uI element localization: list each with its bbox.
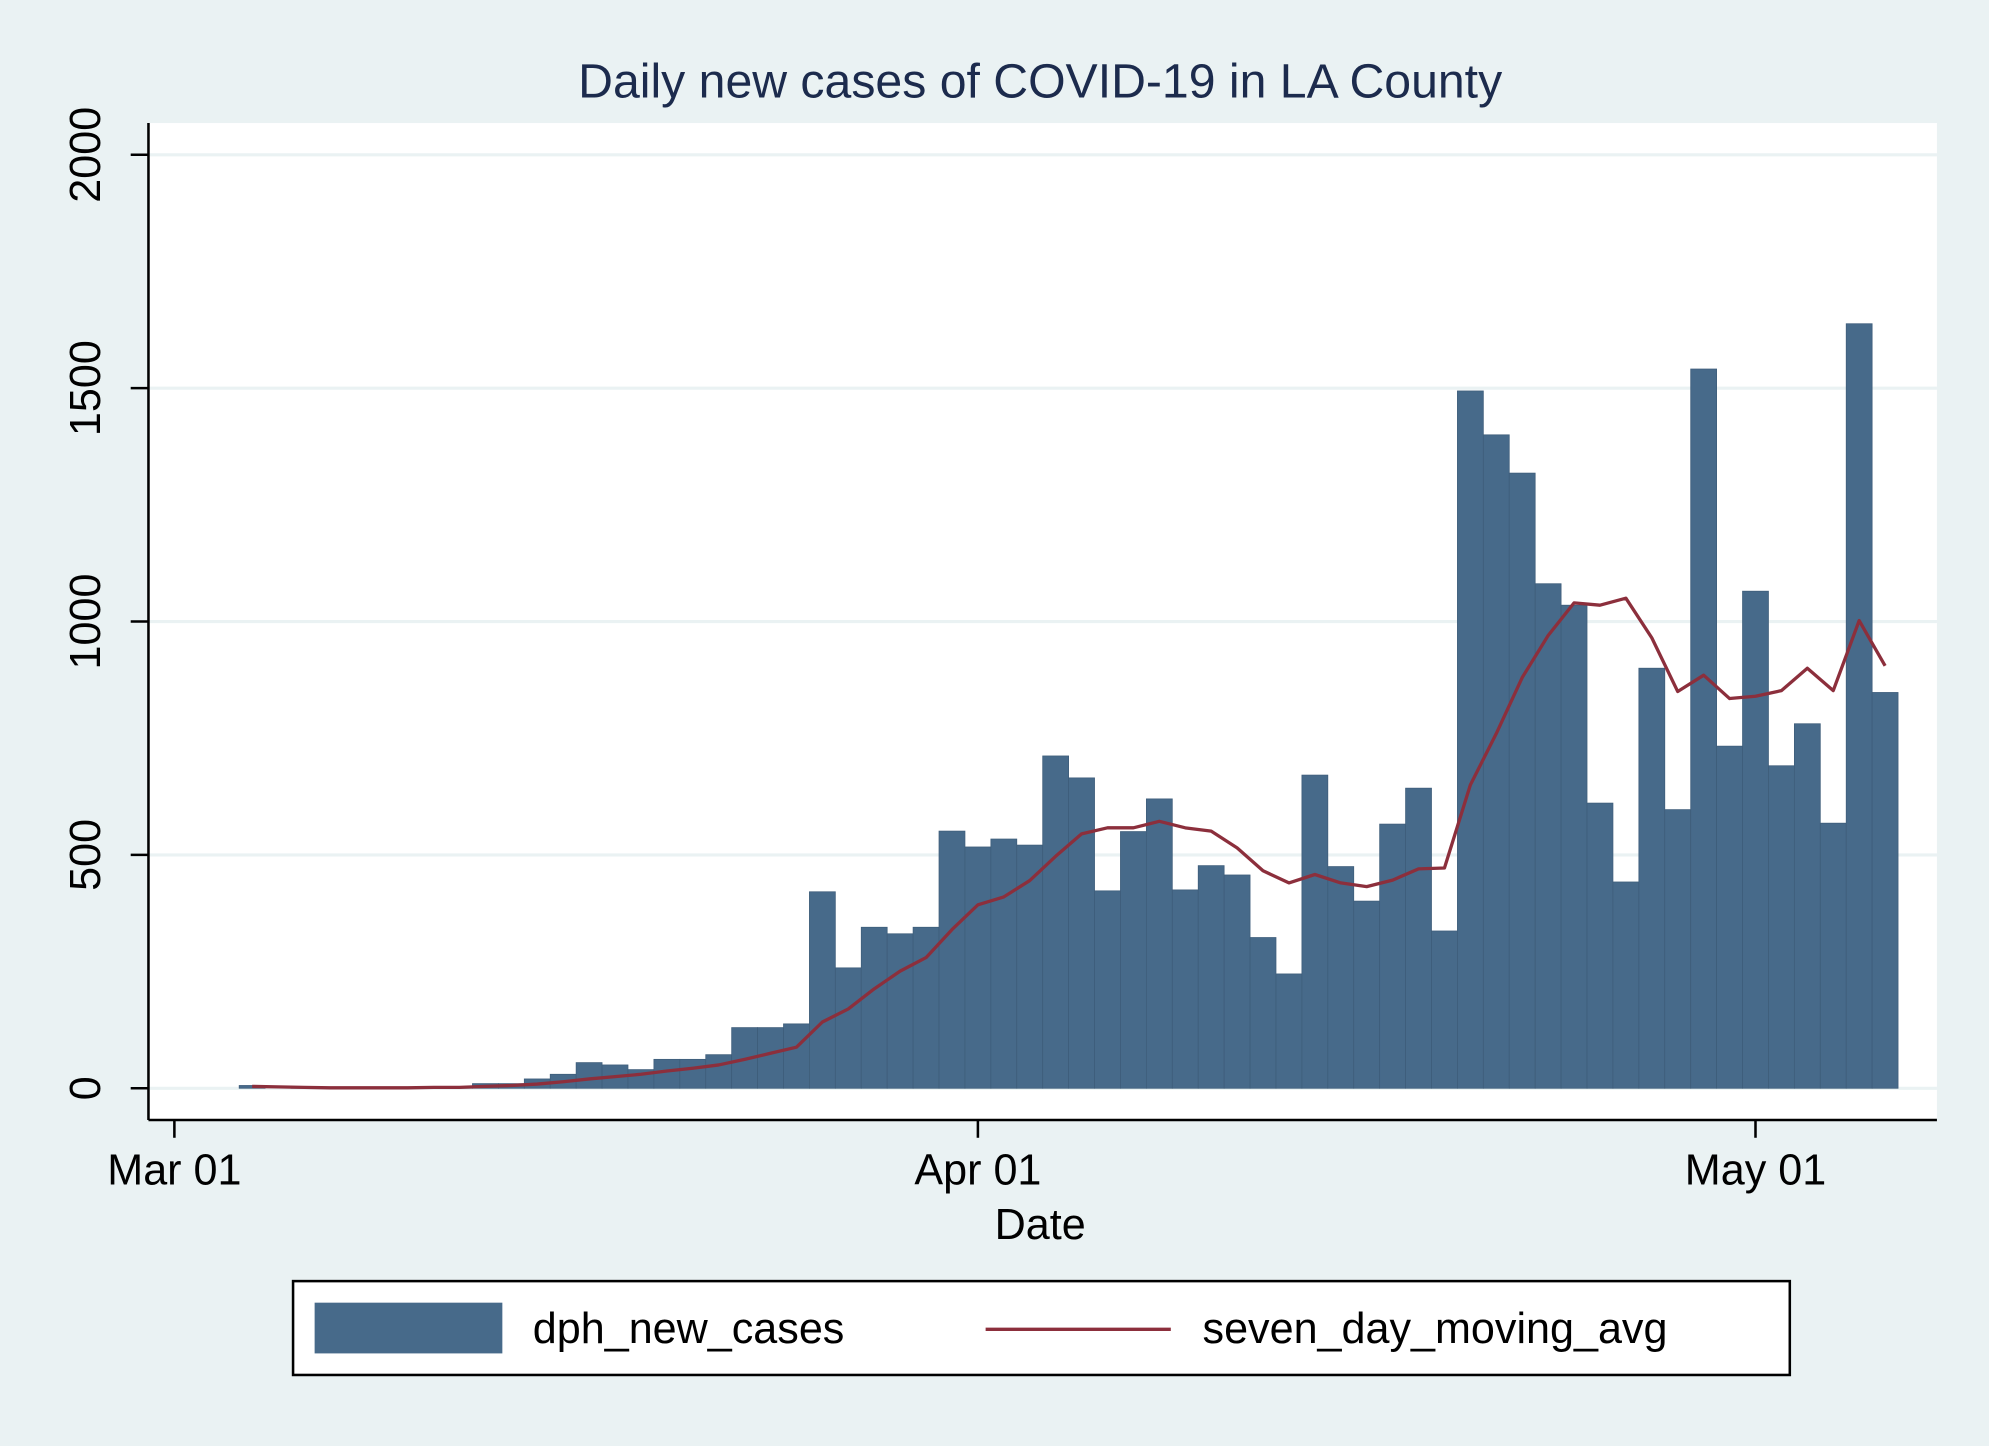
bar — [1405, 787, 1432, 1089]
bar — [1716, 745, 1743, 1089]
x-tick-label: May 01 — [1685, 1147, 1826, 1195]
bar — [705, 1054, 733, 1089]
bar — [1534, 583, 1562, 1089]
bar — [1664, 809, 1692, 1089]
legend-label: dph_new_cases — [533, 1305, 845, 1353]
bar — [757, 1027, 784, 1089]
bar — [1042, 755, 1070, 1089]
y-tick-label: 2000 — [62, 107, 110, 203]
bar — [1819, 822, 1847, 1089]
bar — [886, 933, 914, 1089]
bar — [1690, 368, 1717, 1089]
bar — [1638, 667, 1666, 1089]
bar — [1612, 881, 1640, 1089]
bar — [1327, 866, 1355, 1089]
bar — [1094, 890, 1121, 1089]
bar — [1379, 823, 1406, 1089]
legend — [291, 1279, 1792, 1377]
legend-label: seven_day_moving_avg — [1203, 1305, 1668, 1353]
bar — [809, 891, 836, 1089]
bar — [1742, 590, 1769, 1089]
bar — [1301, 774, 1329, 1089]
bar — [834, 967, 862, 1089]
y-tick-label: 0 — [62, 1076, 110, 1100]
x-tick-label: Mar 01 — [107, 1147, 241, 1195]
bar — [783, 1023, 810, 1089]
bar — [1871, 692, 1899, 1089]
bar — [1353, 900, 1381, 1089]
legend-swatch — [314, 1302, 503, 1354]
bar — [575, 1062, 603, 1089]
y-tick-label: 500 — [62, 819, 110, 891]
y-tick-label: 1000 — [62, 574, 110, 670]
bar — [860, 926, 888, 1089]
x-tick-label: Apr 01 — [914, 1147, 1041, 1195]
bar — [1223, 874, 1251, 1089]
chart-title: Daily new cases of COVID-19 in LA County — [578, 55, 1502, 109]
bar — [912, 926, 940, 1089]
bar — [1249, 937, 1277, 1089]
bar — [1586, 802, 1614, 1089]
bar — [1793, 723, 1821, 1089]
bar — [938, 830, 966, 1089]
bar — [990, 838, 1018, 1089]
bar — [964, 846, 992, 1089]
y-tick-label: 1500 — [62, 340, 110, 436]
bar — [1197, 865, 1225, 1089]
bar — [1068, 777, 1095, 1089]
bar — [1768, 765, 1795, 1089]
line — [252, 596, 1887, 1090]
x-axis-label: Date — [995, 1201, 1086, 1249]
bar — [1508, 472, 1536, 1089]
bar — [1560, 604, 1588, 1089]
bar — [1482, 434, 1510, 1089]
bar — [1171, 889, 1199, 1089]
bar — [1275, 973, 1303, 1089]
bar — [1120, 831, 1147, 1089]
bar — [679, 1058, 707, 1089]
bar — [1145, 798, 1173, 1089]
bar — [1845, 323, 1873, 1089]
bar — [1431, 930, 1458, 1089]
bar — [1457, 390, 1484, 1089]
